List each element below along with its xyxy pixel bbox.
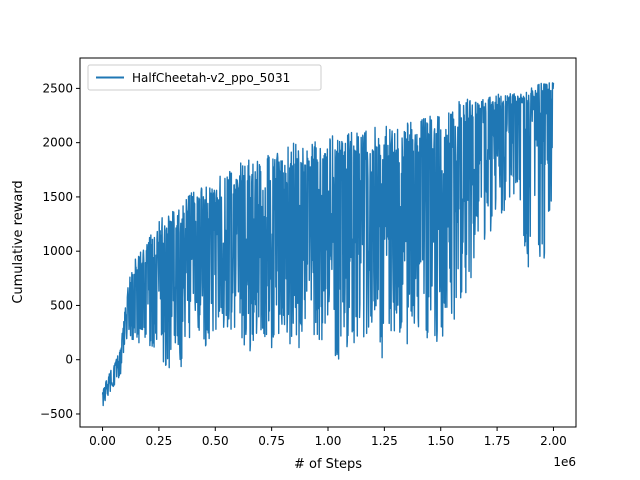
y-tick-label: 2500 bbox=[42, 81, 73, 95]
y-tick-label: 1500 bbox=[42, 190, 73, 204]
x-tick-label: 0.00 bbox=[89, 434, 116, 448]
y-axis-ticks: −500 0 500 1000 1500 2000 2500 bbox=[40, 81, 80, 421]
y-tick-label: 500 bbox=[50, 298, 73, 312]
legend-box bbox=[87, 64, 322, 91]
legend-label: HalfCheetah-v2_ppo_5031 bbox=[132, 71, 290, 85]
x-tick-label: 0.50 bbox=[202, 434, 229, 448]
plot-series bbox=[101, 82, 555, 407]
series-line-halfcheetah bbox=[101, 82, 555, 407]
y-tick-label: 0 bbox=[65, 353, 73, 367]
x-axis-offset-label: 1e6 bbox=[553, 455, 576, 469]
x-tick-label: 1.00 bbox=[315, 434, 342, 448]
y-tick-label: −500 bbox=[40, 407, 73, 421]
x-tick-label: 1.50 bbox=[427, 434, 454, 448]
x-tick-label: 0.75 bbox=[258, 434, 285, 448]
x-tick-label: 0.25 bbox=[146, 434, 173, 448]
x-axis-label: # of Steps bbox=[294, 457, 362, 472]
x-tick-label: 1.25 bbox=[371, 434, 398, 448]
x-axis-ticks: 0.00 0.25 0.50 0.75 1.00 1.25 1.50 1.75 2.00 bbox=[89, 427, 567, 448]
x-tick-label: 2.00 bbox=[540, 434, 567, 448]
x-tick-label: 1.75 bbox=[484, 434, 511, 448]
y-axis-label: Cumulative reward bbox=[11, 180, 26, 303]
legend: HalfCheetah-v2_ppo_5031 bbox=[87, 64, 322, 91]
y-tick-label: 1000 bbox=[42, 244, 73, 258]
y-tick-label: 2000 bbox=[42, 136, 73, 150]
